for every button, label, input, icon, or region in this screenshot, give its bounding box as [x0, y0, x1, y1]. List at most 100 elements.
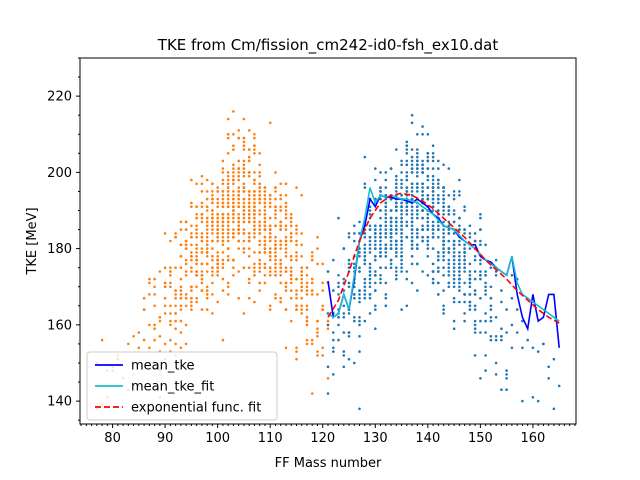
scatter-point [242, 197, 246, 201]
scatter-point [195, 296, 198, 300]
scatter-point [426, 197, 430, 201]
scatter-point [169, 274, 172, 277]
scatter-point [410, 197, 414, 201]
scatter-point [473, 270, 477, 273]
scatter-point [289, 277, 293, 281]
scatter-point [389, 216, 393, 220]
scatter-point [289, 213, 293, 216]
scatter-point [484, 319, 487, 323]
scatter-point [395, 201, 398, 205]
scatter-point [316, 247, 319, 250]
scatter-point [195, 232, 198, 235]
scatter-point [379, 247, 382, 250]
scatter-point [473, 327, 477, 331]
scatter-point [374, 247, 377, 250]
scatter-point [405, 163, 409, 167]
scatter-point [190, 254, 193, 258]
scatter-point [463, 300, 466, 304]
scatter-point [195, 224, 198, 228]
scatter-point [458, 300, 461, 304]
scatter-point [468, 262, 472, 266]
scatter-point [347, 266, 351, 270]
scatter-point [342, 316, 346, 319]
scatter-point [416, 209, 419, 212]
scatter-point [310, 392, 314, 395]
scatter-point [416, 213, 419, 216]
scatter-point [174, 293, 177, 296]
scatter-point [195, 274, 198, 277]
scatter-point [395, 254, 398, 258]
scatter-point [268, 258, 272, 262]
scatter-point [479, 270, 482, 273]
scatter-point [216, 186, 219, 189]
scatter-point [216, 262, 219, 266]
scatter-point [410, 224, 414, 228]
scatter-point [274, 190, 277, 193]
scatter-point [358, 350, 361, 353]
scatter-point [405, 174, 409, 178]
scatter-point [148, 281, 151, 285]
scatter-point [232, 167, 235, 170]
scatter-point [310, 258, 314, 262]
scatter-point [169, 270, 172, 273]
scatter-point [368, 247, 372, 250]
scatter-point [347, 258, 351, 262]
scatter-point [200, 220, 204, 224]
scatter-point [363, 319, 367, 323]
scatter-point [510, 323, 514, 327]
scatter-point [263, 213, 267, 216]
scatter-point [374, 232, 377, 235]
scatter-point [258, 190, 262, 193]
scatter-point [211, 266, 214, 270]
scatter-point [452, 296, 456, 300]
scatter-point [263, 201, 267, 205]
scatter-point [200, 174, 204, 178]
scatter-point [226, 174, 230, 178]
scatter-point [463, 247, 466, 250]
scatter-point [452, 266, 456, 270]
scatter-point [137, 331, 141, 334]
scatter-point [190, 251, 193, 254]
scatter-point [374, 304, 377, 308]
scatter-point [368, 296, 372, 300]
scatter-point [174, 327, 177, 331]
scatter-point [384, 251, 388, 254]
scatter-point [358, 270, 361, 273]
scatter-point [353, 232, 356, 235]
scatter-point [384, 209, 388, 212]
scatter-point [431, 190, 435, 193]
scatter-point [237, 178, 240, 182]
scatter-point [226, 201, 230, 205]
scatter-point [221, 197, 225, 201]
scatter-point [242, 205, 246, 208]
scatter-point [305, 266, 309, 270]
scatter-point [447, 251, 451, 254]
scatter-point [216, 258, 219, 262]
scatter-point [363, 243, 367, 247]
scatter-point [473, 323, 477, 327]
scatter-point [284, 266, 288, 270]
scatter-point [289, 281, 293, 285]
scatter-point [200, 247, 204, 250]
scatter-point [253, 270, 256, 273]
scatter-point [211, 194, 214, 197]
scatter-point [389, 235, 393, 239]
scatter-point [237, 167, 240, 170]
scatter-point [216, 213, 219, 216]
scatter-point [258, 243, 262, 247]
scatter-point [226, 186, 230, 189]
scatter-point [521, 346, 524, 350]
scatter-point [437, 258, 440, 262]
scatter-point [226, 254, 230, 258]
scatter-point [190, 304, 193, 308]
scatter-point [205, 228, 209, 231]
scatter-point [247, 254, 251, 258]
scatter-point [421, 163, 424, 167]
scatter-point [247, 190, 251, 193]
scatter-point [268, 205, 272, 208]
scatter-point [463, 205, 466, 208]
scatter-point [174, 296, 177, 300]
scatter-point [379, 171, 382, 174]
scatter-point [447, 281, 451, 285]
scatter-point [184, 228, 188, 231]
